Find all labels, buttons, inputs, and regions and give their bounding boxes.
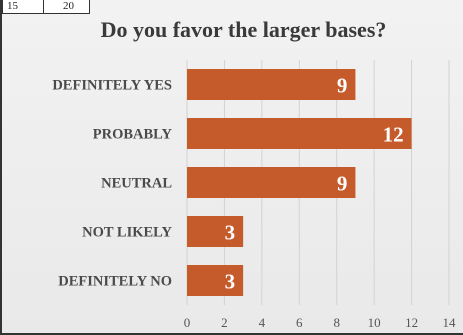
bar-value-label: 3 <box>225 270 236 294</box>
x-tick-label: 2 <box>221 315 228 330</box>
x-tick-label: 14 <box>443 315 457 330</box>
x-tick-label: 4 <box>259 315 266 330</box>
bar-value-label: 12 <box>383 123 404 147</box>
x-tick-label: 10 <box>368 315 381 330</box>
bar <box>187 265 244 296</box>
category-label: NEUTRAL <box>101 176 172 192</box>
bar <box>187 167 356 198</box>
category-label: PROBABLY <box>93 127 173 143</box>
bar <box>187 69 356 100</box>
x-tick-label: 12 <box>405 315 418 330</box>
bar <box>187 118 412 149</box>
top-cell-left: 15 <box>7 0 18 12</box>
category-label: DEFINITELY NO <box>58 274 172 290</box>
x-tick-labels: 0 2 4 6 8 10 12 14 <box>184 315 456 330</box>
bars: 9 12 9 3 3 <box>187 69 412 296</box>
top-cell-divider <box>43 0 44 14</box>
category-labels: DEFINITELY YES PROBABLY NEUTRAL NOT LIKELY D… <box>52 78 172 290</box>
bar-value-label: 9 <box>337 172 348 196</box>
category-label: NOT LIKELY <box>82 225 172 241</box>
category-label: DEFINITELY YES <box>52 78 172 94</box>
bar-value-label: 9 <box>337 74 348 98</box>
x-tick-label: 8 <box>333 315 340 330</box>
chart-title: Do you favor the larger bases? <box>100 17 387 42</box>
bar-value-label: 3 <box>225 221 236 245</box>
top-cell-right: 20 <box>63 0 74 12</box>
top-cell-strip: 15 20 <box>2 0 90 14</box>
x-tick-label: 6 <box>296 315 303 330</box>
x-tick-label: 0 <box>184 315 191 330</box>
bar <box>187 216 244 247</box>
